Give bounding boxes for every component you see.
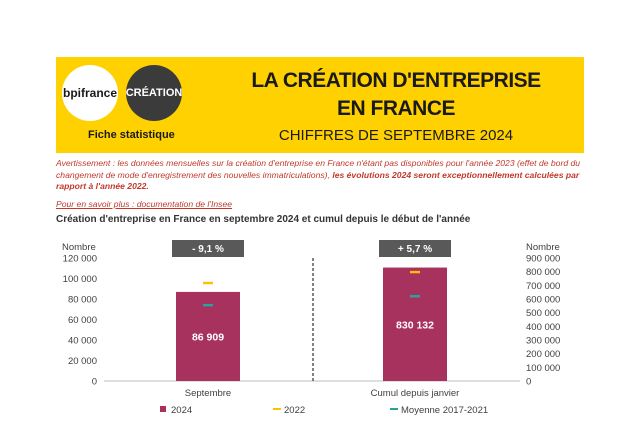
right-tick-label: 700 000 <box>526 281 560 292</box>
right-tick-label: 0 <box>526 377 531 388</box>
bpifrance-logo: bpifrance <box>62 65 118 121</box>
left-tick-label: 80 000 <box>68 295 97 306</box>
page-subtitle: CHIFFRES DE SEPTEMBRE 2024 <box>278 127 514 144</box>
left-tick-label: 60 000 <box>68 315 97 326</box>
legend-swatch-2024 <box>160 406 166 412</box>
marker-2022 <box>203 281 213 285</box>
legend-label: 2024 <box>171 405 192 416</box>
right-axis-label: Nombre <box>526 242 560 253</box>
creation-logo: CRÉATION <box>126 65 182 121</box>
right-tick-label: 300 000 <box>526 336 560 347</box>
warning-bold: les évolutions 2024 seront exceptionnell… <box>56 169 580 192</box>
right-tick-label: 100 000 <box>526 363 560 374</box>
fiche-label: Fiche statistique <box>88 129 175 141</box>
right-tick-label: 600 000 <box>526 295 560 306</box>
bar-value-label: 86 909 <box>192 331 224 343</box>
marker-moyenne <box>203 303 213 307</box>
legend-swatch <box>273 408 281 410</box>
chart-title: Création d'entreprise en France en septe… <box>56 214 471 225</box>
left-axis-label: Nombre <box>62 242 96 253</box>
legend-label: 2022 <box>284 405 305 416</box>
left-tick-label: 100 000 <box>63 274 97 285</box>
variation-badge <box>379 240 451 257</box>
right-tick-label: 200 000 <box>526 349 560 360</box>
marker-2022 <box>410 270 420 274</box>
bar-2024 <box>176 291 240 381</box>
right-tick-label: 400 000 <box>526 322 560 333</box>
warning-text: Avertissement : les données mensuelles s… <box>56 158 584 193</box>
page-title-line2: EN FRANCE <box>336 97 456 120</box>
page-title-line1: LA CRÉATION D'ENTREPRISE <box>251 69 541 92</box>
left-tick-label: 0 <box>92 377 97 388</box>
bar-value-label: 830 132 <box>396 319 434 331</box>
variation-badge-text: - 9,1 % <box>192 244 224 255</box>
header-banner: bpifrance CRÉATION Fiche statistique LA … <box>56 57 584 153</box>
warning-normal: Avertissement : les données mensuelles s… <box>56 158 581 180</box>
left-tick-label: 120 000 <box>63 254 97 265</box>
right-tick-label: 500 000 <box>526 308 560 319</box>
right-tick-label: 800 000 <box>526 267 560 278</box>
left-tick-label: 20 000 <box>68 356 97 367</box>
bar-2024 <box>383 267 447 381</box>
variation-badge <box>172 240 244 257</box>
marker-moyenne <box>410 295 420 298</box>
legend-label: Moyenne 2017-2021 <box>401 405 488 416</box>
right-tick-label: 900 000 <box>526 254 560 265</box>
left-tick-label: 40 000 <box>68 336 97 347</box>
legend-swatch <box>390 408 398 410</box>
category-label: Septembre <box>185 388 231 399</box>
category-label: Cumul depuis janvier <box>371 388 460 399</box>
variation-badge-text: + 5,7 % <box>398 244 432 255</box>
insee-doc-link[interactable]: Pour en savoir plus : documentation de l… <box>56 199 233 209</box>
